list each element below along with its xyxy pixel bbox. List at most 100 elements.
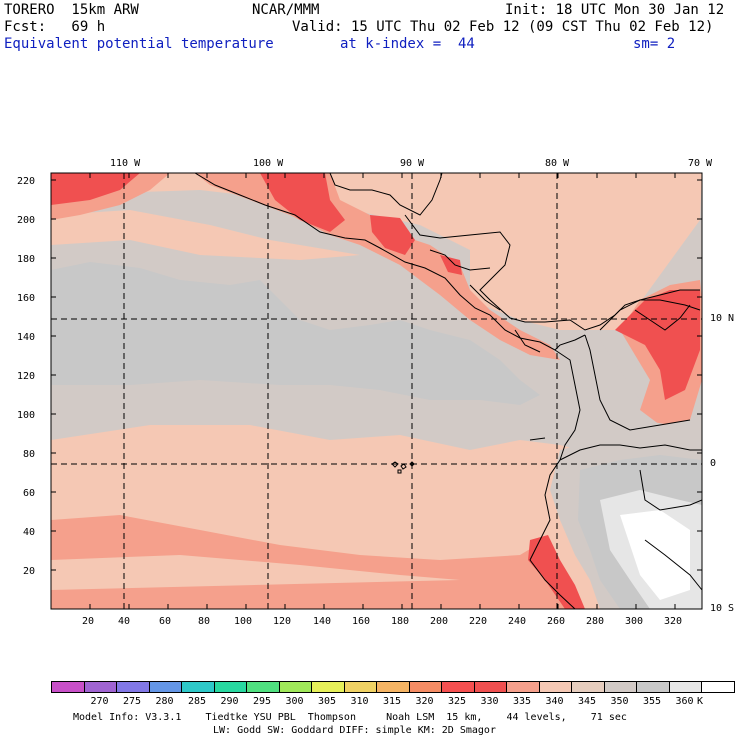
valid-time: Valid: 15 UTC Thu 02 Feb 12 (09 CST Thu … [292,19,714,35]
lon-label-110w: 110 W [110,158,141,169]
colorbar-swatch [636,681,670,693]
y-tick-120: 120 [16,371,35,382]
y-tick-220: 220 [16,176,35,187]
x-tick-40: 40 [118,616,131,627]
colorbar-label: 305 [318,696,337,707]
nicaragua-border [469,284,501,311]
colorbar-label: 300 [285,696,304,707]
y-tick-200: 200 [16,215,35,226]
colorbar-swatch [538,681,572,693]
colorbar-swatch [343,681,377,693]
colorbar-label: 345 [578,696,597,707]
x-tick-120: 120 [273,616,292,627]
x-tick-200: 200 [430,616,449,627]
x-tick-140: 140 [313,616,332,627]
pacific-coastline [194,173,586,351]
colorbar-label: 330 [480,696,499,707]
x-tick-20: 20 [82,616,95,627]
lat-label-0: 0 [710,458,717,469]
lon-label-70w: 70 W [688,158,713,169]
model-info-line1: Model Info: V3.3.1 Tiedtke YSU PBL Thomp… [73,712,627,723]
honduras-border [429,249,491,271]
x-tick-300: 300 [625,616,644,627]
colorbar-swatch [51,681,85,693]
andes-white [620,510,690,600]
guatemala-red [370,215,415,255]
nw-red [51,173,140,205]
colorbar-swatch [376,681,410,693]
lake-maracaibo [634,304,691,331]
central-america-salmon [195,173,560,360]
axis-ticks [50,173,702,610]
bolivia-border [644,539,702,591]
colorbar-label: 325 [448,696,467,707]
venezuela-border [599,289,700,331]
y-tick-100: 100 [16,410,35,421]
colorbar-swatch [603,681,637,693]
colorbar-swatch [148,681,182,693]
colorbar-label: 355 [643,696,662,707]
galapagos-islands [391,461,415,474]
plot-frame [50,172,703,610]
field-level: at k-index = 44 [340,36,475,52]
x-tick-80: 80 [198,616,211,627]
y-tick-160: 160 [16,293,35,304]
colorbar-label: 270 [90,696,109,707]
grey-band-core [51,262,540,405]
colorbar-label: 315 [383,696,402,707]
lat-lon-grid [51,173,702,609]
x-tick-320: 320 [664,616,683,627]
colorbar-swatch [571,681,605,693]
colorbar-label: 340 [545,696,564,707]
gulf-coastline [329,173,443,216]
x-tick-280: 280 [586,616,605,627]
field-shading [51,173,702,609]
colorbar-label: 350 [610,696,629,707]
model-name: TORERO 15km ARW [4,2,139,18]
south-america-west-coast [529,349,581,609]
forecast-hour: Fcst: 69 h [4,19,106,35]
peru-red [528,535,585,609]
x-tick-100: 100 [234,616,253,627]
colorbar-unit: K [697,696,704,707]
y-tick-40: 40 [22,527,35,538]
colorbar-swatch [311,681,345,693]
x-tick-180: 180 [391,616,410,627]
colorbar-swatch [181,681,215,693]
smoothing: sm= 2 [633,36,676,52]
model-info-line2: LW: Godd SW: Goddard DIFF: simple KM: 2D… [213,725,496,736]
colorbar-label: 320 [415,696,434,707]
colorbar-swatch [668,681,702,693]
x-tick-60: 60 [159,616,172,627]
lon-label-80w: 80 W [545,158,570,169]
ecuador-border [559,444,702,461]
colombia-red [615,290,700,400]
y-tick-80: 80 [22,449,35,460]
lon-label-90w: 90 W [400,158,425,169]
colorbar-swatch [506,681,540,693]
colorbar-label: 310 [350,696,369,707]
colorbar-swatch [246,681,280,693]
colorbar-swatch [701,681,735,693]
peru-brazil-border [639,469,702,511]
colorbar-swatch [213,681,247,693]
south-peach-strip [51,555,460,590]
x-tick-260: 260 [547,616,566,627]
colorbar-label: 290 [220,696,239,707]
colorbar-swatch [473,681,507,693]
colorbar-label: 335 [513,696,532,707]
colombia-border [584,334,691,431]
caribbean-coastline [404,214,701,331]
colorbar-label: 280 [155,696,174,707]
x-tick-160: 160 [352,616,371,627]
colorbar-swatch [441,681,475,693]
lon-label-100w: 100 W [253,158,284,169]
y-tick-20: 20 [22,566,35,577]
panama-border [514,329,541,353]
init-time: Init: 18 UTC Mon 30 Jan 12 [505,2,725,18]
lat-label-10s: 10 S [710,603,735,614]
north-peach-strip [51,210,360,260]
field-name: Equivalent potential temperature [4,36,274,52]
colorbar-swatch [83,681,117,693]
